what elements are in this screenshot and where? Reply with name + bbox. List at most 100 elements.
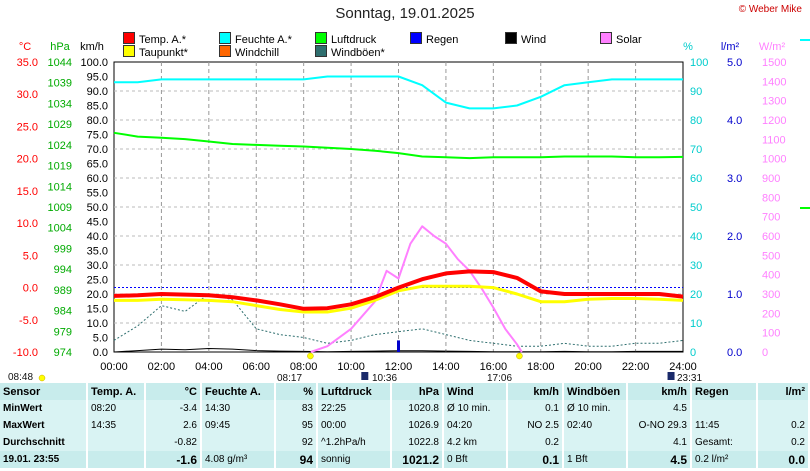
stats-cell: 4.08 g/m³ <box>201 451 276 468</box>
stats-cell: 14:30 <box>201 400 276 417</box>
legend-dewpoint: Taupunkt* <box>123 45 188 59</box>
stats-header-gusts-unit: km/h <box>627 383 692 400</box>
humidity-tick-label: 10 <box>690 318 702 330</box>
stats-header-temp: Temp. A. <box>87 383 146 400</box>
time-tick-label: 16:00 <box>480 361 508 373</box>
legend-dewpoint-label: Taupunkt* <box>139 47 188 59</box>
legend-temp-label: Temp. A.* <box>139 34 187 46</box>
pressure-tick-label: 974 <box>54 347 72 359</box>
time-tick-label: 10:00 <box>337 361 365 373</box>
legend-windchill-label: Windchill <box>235 47 280 59</box>
sunset-label: 17:06 <box>487 373 513 384</box>
wind-tick-label: 20.0 <box>87 289 108 301</box>
copyright: © Weber Mike <box>738 4 802 15</box>
stats-cell <box>201 434 276 451</box>
stats-cell: 4.5 <box>627 400 692 417</box>
rain-tick-label: 1.0 <box>727 289 742 301</box>
wind-tick-label: 0.0 <box>93 347 108 359</box>
stats-header-gusts: Windböen <box>563 383 628 400</box>
rain-tick-label: 3.0 <box>727 173 742 185</box>
legend-rain: Regen <box>410 32 458 46</box>
solar-tick-label: 1000 <box>762 154 786 166</box>
humidity-tick-label: 70 <box>690 144 702 156</box>
stats-cell: 1021.2 <box>391 451 444 468</box>
stats-cell: 0.2 <box>507 434 564 451</box>
sunset-marker <box>516 352 523 360</box>
stats-header-humidity-unit: % <box>275 383 318 400</box>
legend-swatch-windchill <box>219 45 231 57</box>
legend-gusts-label: Windböen* <box>331 47 385 59</box>
rain-unit-label: l/m² <box>721 41 740 53</box>
humidity-tick-label: 20 <box>690 289 702 301</box>
stats-header-sensor: Sensor <box>0 383 88 400</box>
rain-tick-label: 2.0 <box>727 231 742 243</box>
solar-tick-label: 600 <box>762 231 780 243</box>
stats-header-rain-unit: l/m² <box>757 383 810 400</box>
series-luftdruck <box>113 131 684 160</box>
humidity-tick-label: 50 <box>690 202 702 214</box>
stats-cell: 08:20 <box>87 400 146 417</box>
legend-solar: Solar <box>600 32 642 46</box>
wind-tick-label: 100.0 <box>80 57 108 69</box>
solar-tick-label: 800 <box>762 192 780 204</box>
pressure-tick-label: 999 <box>54 243 72 255</box>
stats-cell: 0.2 <box>757 434 810 451</box>
sunrise-marker <box>307 352 314 360</box>
stats-header-humidity: Feuchte A. <box>201 383 276 400</box>
stats-cell: 04:20 <box>443 417 508 434</box>
stats-cell: 0 Bft <box>443 451 508 468</box>
solar-tick-label: 0 <box>762 347 768 359</box>
pressure-tick-label: 1029 <box>48 119 72 131</box>
stats-cell <box>691 400 758 417</box>
pressure-tick-label: 984 <box>54 306 72 318</box>
legend-windchill: Windchill <box>219 45 279 59</box>
temp-tick-label: 35.0 <box>17 57 38 69</box>
stats-cell: -0.82 <box>145 434 202 451</box>
time-tick-label: 14:00 <box>432 361 460 373</box>
humidity-unit-label: % <box>683 41 693 53</box>
temp-tick-label: -10.0 <box>13 347 38 359</box>
stats-cell: 95 <box>275 417 318 434</box>
left-time-label: 08:48 <box>8 372 34 383</box>
temp-tick-label: 15.0 <box>17 186 38 198</box>
series-taupunkt <box>114 284 684 314</box>
temp-tick-label: 30.0 <box>17 89 38 101</box>
pressure-tick-label: 994 <box>54 264 72 276</box>
legend-pressure-label: Luftdruck <box>331 34 377 46</box>
stats-table: Sensor Temp. A. °C Feuchte A. % Luftdruc… <box>0 383 810 468</box>
stats-cell: 0.2 <box>757 417 810 434</box>
solar-tick-label: 300 <box>762 289 780 301</box>
pressure-tick-label: 989 <box>54 285 72 297</box>
stats-cell: Gesamt: <box>691 434 758 451</box>
time-tick-label: 18:00 <box>527 361 555 373</box>
stats-cell: 11:45 <box>691 417 758 434</box>
stats-header-wind-unit: km/h <box>507 383 564 400</box>
temp-tick-label: 5.0 <box>23 250 38 262</box>
solar-tick-label: 1400 <box>762 76 786 88</box>
solar-tick-label: 100 <box>762 328 780 340</box>
time-tick-label: 06:00 <box>242 361 270 373</box>
time-tick-label: 12:00 <box>385 361 413 373</box>
wind-tick-label: 75.0 <box>87 130 108 142</box>
wind-tick-label: 15.0 <box>87 304 108 316</box>
stats-cell: -3.4 <box>145 400 202 417</box>
legend-swatch-rain <box>410 32 422 44</box>
temp-tick-label: 20.0 <box>17 154 38 166</box>
solar-unit-label: W/m² <box>759 41 786 53</box>
stats-header-pressure: Luftdruck <box>317 383 392 400</box>
legend-solar-label: Solar <box>616 34 642 46</box>
wind-tick-label: 90.0 <box>87 86 108 98</box>
rain-tick-label: 5.0 <box>727 57 742 69</box>
stats-cell: NO 2.5 <box>507 417 564 434</box>
humidity-tick-label: 60 <box>690 173 702 185</box>
wind-tick-label: 30.0 <box>87 260 108 272</box>
solar-tick-label: 700 <box>762 212 780 224</box>
legend-swatch-gusts <box>315 45 327 57</box>
stats-cell: MaxWert <box>0 417 88 434</box>
stats-cell: 4.5 <box>627 451 692 468</box>
stats-cell: 02:40 <box>563 417 628 434</box>
stats-cell: 00:00 <box>317 417 392 434</box>
stats-header-rain: Regen <box>691 383 758 400</box>
chart-title: Sonntag, 19.01.2025 <box>335 5 475 22</box>
sun-icon <box>38 374 46 382</box>
